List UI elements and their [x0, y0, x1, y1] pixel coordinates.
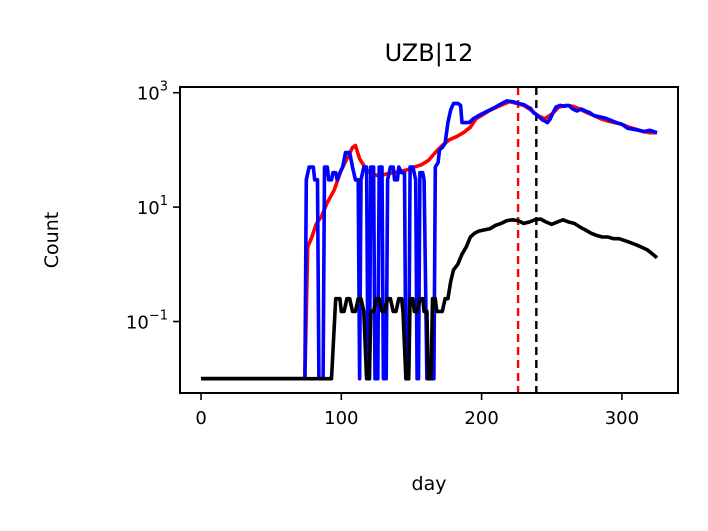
series-line-2 — [201, 99, 658, 381]
x-axis-label: day — [412, 473, 447, 495]
y-tick-exponent: 3 — [160, 80, 168, 95]
x-axis: 0 100 200 300 — [195, 393, 639, 429]
reference-lines — [516, 87, 538, 393]
chart-title: UZB|12 — [385, 39, 474, 67]
y-tick-base: 10 — [137, 198, 160, 219]
series-line-3 — [201, 217, 659, 381]
x-tick-label: 200 — [464, 408, 498, 429]
plot-area — [201, 99, 659, 381]
y-tick-exponent: 1 — [160, 194, 168, 209]
x-tick-label: 0 — [195, 408, 206, 429]
y-tick-exponent: −1 — [149, 309, 168, 324]
y-tick-base: 10 — [126, 313, 149, 334]
y-axis-label: Count — [41, 212, 63, 268]
y-tick-label: 103 — [137, 80, 168, 105]
plot-frame — [179, 86, 679, 394]
x-tick-label: 300 — [605, 408, 639, 429]
x-tick-label: 100 — [324, 408, 358, 429]
y-tick-base: 10 — [137, 84, 160, 105]
y-tick-label: 10−1 — [126, 309, 168, 334]
y-tick-label: 101 — [137, 194, 168, 219]
